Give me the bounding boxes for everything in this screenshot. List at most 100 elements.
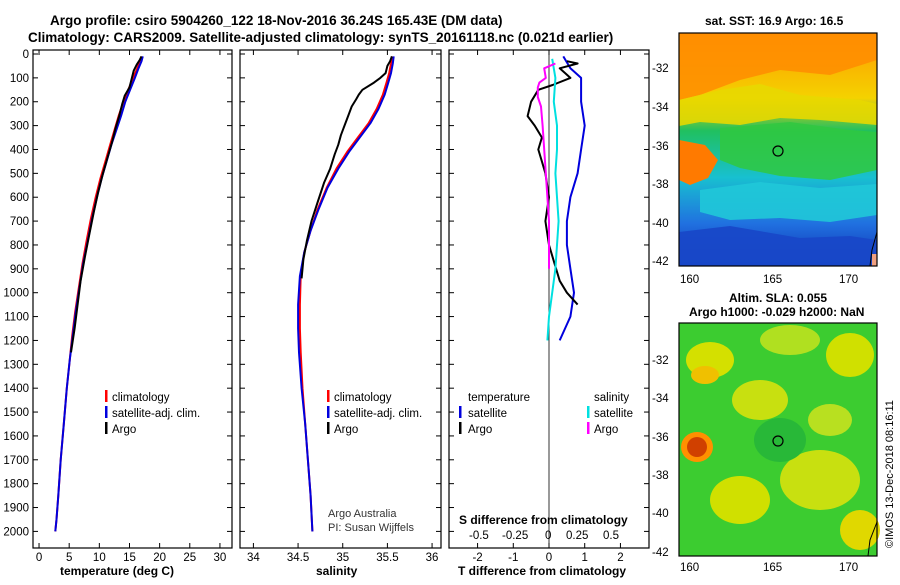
depth-tick-label: 800 bbox=[10, 240, 29, 252]
sst-y-ticks: -32 -34 -36 -38 -40 -42 bbox=[652, 63, 669, 268]
s-tick: 0.25 bbox=[566, 530, 588, 542]
x-tick-label: 30 bbox=[214, 552, 227, 564]
sst-y-tick: -40 bbox=[652, 218, 669, 230]
depth-tick-label: 1900 bbox=[3, 503, 29, 515]
legend-heading-temperature: temperature bbox=[468, 392, 530, 404]
legend-label-satellite: satellite bbox=[594, 408, 633, 420]
difference-panel: -2 -1 0 1 2 T difference from climatology S … bbox=[448, 49, 650, 578]
sla-map-image bbox=[678, 322, 880, 557]
s-tick: -0.25 bbox=[502, 530, 528, 542]
depth-tick-label: 1400 bbox=[3, 383, 29, 395]
depth-tick-label: 700 bbox=[10, 216, 29, 228]
sla-y-tick: -36 bbox=[652, 432, 669, 444]
series-line-temperature-satellite bbox=[558, 55, 586, 341]
sst-yellow-band bbox=[679, 84, 877, 126]
temperature-x-label: temperature (deg C) bbox=[60, 564, 174, 578]
salinity-panel: 34 34.5 35 35.5 36 salinity climatology sate… bbox=[239, 49, 442, 578]
temperature-panel: 0 5 10 15 20 25 30 temperature (deg C) climato… bbox=[32, 49, 233, 578]
salinity-plot-frame bbox=[239, 49, 442, 549]
difference-x-ticks: -2 -1 0 1 2 bbox=[472, 50, 624, 564]
salinity-series bbox=[297, 56, 395, 532]
sst-x-tick: 165 bbox=[763, 274, 782, 286]
depth-tick-label: 1200 bbox=[3, 335, 29, 347]
s-difference-label: S difference from climatology bbox=[459, 513, 628, 527]
s-tick: -0.5 bbox=[469, 530, 489, 542]
legend-swatch-satellite bbox=[105, 406, 108, 418]
credit-pi: PI: Susan Wijffels bbox=[328, 522, 414, 534]
legend-label-climatology: climatology bbox=[112, 392, 170, 404]
sla-map-panel: Altim. SLA: 0.055 Argo h1000: -0.029 h20… bbox=[652, 291, 880, 574]
x-tick-label: 35 bbox=[336, 552, 349, 564]
x-tick-label: 36 bbox=[426, 552, 439, 564]
difference-x-label: T difference from climatology bbox=[458, 564, 626, 578]
s-tick: 0.5 bbox=[603, 530, 619, 542]
legend-label-argo: Argo bbox=[594, 424, 618, 436]
series-line-salinity-satellite bbox=[546, 58, 560, 341]
sla-x-ticks: 160 165 170 bbox=[680, 562, 858, 574]
sst-green-band bbox=[720, 122, 877, 180]
x-tick-label: 20 bbox=[153, 552, 166, 564]
sla-profile-marker bbox=[772, 435, 784, 447]
series-line-climatology bbox=[54, 56, 143, 532]
sla-x-tick: 170 bbox=[839, 562, 858, 574]
depth-tick-label: 2000 bbox=[3, 526, 29, 538]
x-tick-label: 2 bbox=[617, 552, 623, 564]
depth-axis: 0 100 200 300 400 500 600 700 800 900 1000 1100 1200… bbox=[3, 49, 649, 538]
legend-label-climatology: climatology bbox=[334, 392, 392, 404]
s-tick: 0 bbox=[545, 530, 551, 542]
legend-label-satellite: satellite bbox=[468, 408, 507, 420]
x-tick-label: 0 bbox=[546, 552, 552, 564]
sla-y-tick: -38 bbox=[652, 470, 669, 482]
sla-map-frame bbox=[678, 322, 878, 557]
salinity-legend: climatology satellite-adj. clim. Argo bbox=[327, 390, 422, 436]
depth-tick-label: 300 bbox=[10, 121, 29, 133]
depth-tick-label: 600 bbox=[10, 192, 29, 204]
sst-profile-marker bbox=[772, 145, 784, 157]
sla-yellow-blob bbox=[732, 380, 788, 420]
depth-tick-label: 900 bbox=[10, 264, 29, 276]
sst-map-image bbox=[678, 32, 878, 267]
sst-x-ticks: 160 165 170 bbox=[680, 274, 858, 286]
depth-tick-label: 1300 bbox=[3, 359, 29, 371]
credit-argo-australia: Argo Australia bbox=[328, 508, 397, 520]
legend-heading-salinity: salinity bbox=[594, 392, 629, 404]
depth-tick-label: 1500 bbox=[3, 407, 29, 419]
x-tick-label: -2 bbox=[472, 552, 482, 564]
sst-warm-patch bbox=[679, 33, 877, 100]
sst-y-tick: -42 bbox=[652, 256, 669, 268]
legend-label-satellite: satellite-adj. clim. bbox=[112, 408, 200, 420]
legend-swatch-climatology bbox=[327, 390, 330, 402]
temperature-plot-frame bbox=[32, 49, 233, 549]
x-tick-label: 5 bbox=[66, 552, 72, 564]
salinity-x-ticks: 34 34.5 35 35.5 36 bbox=[247, 50, 438, 564]
sst-map-panel: sat. SST: 16.9 Argo: 16.5 -32 -34 -36 -3… bbox=[652, 14, 878, 286]
s-difference-ticks: -0.5 -0.25 0 0.25 0.5 bbox=[469, 530, 619, 542]
sla-y-tick: -32 bbox=[652, 355, 669, 367]
series-line-climatology bbox=[298, 56, 393, 532]
legend-label-argo: Argo bbox=[334, 424, 358, 436]
sla-y-ticks: -32 -34 -36 -38 -40 -42 bbox=[652, 355, 669, 559]
sst-y-tick: -36 bbox=[652, 141, 669, 153]
depth-tick-label: 500 bbox=[10, 168, 29, 180]
x-tick-label: 1 bbox=[582, 552, 588, 564]
series-line-salinity-argo bbox=[536, 62, 556, 269]
legend-swatch-climatology bbox=[105, 390, 108, 402]
sla-map-title-1: Altim. SLA: 0.055 bbox=[729, 291, 827, 305]
sla-yellow-blob bbox=[710, 476, 770, 524]
sla-red-blob bbox=[687, 437, 707, 457]
legend-swatch-satellite bbox=[459, 406, 462, 418]
sst-y-tick: -32 bbox=[652, 63, 669, 75]
sst-map-frame bbox=[678, 32, 878, 267]
legend-swatch-satellite bbox=[327, 406, 330, 418]
sst-map-title: sat. SST: 16.9 Argo: 16.5 bbox=[705, 14, 844, 28]
temperature-x-ticks: 0 5 10 15 20 25 30 bbox=[36, 50, 227, 564]
sla-y-tick: -40 bbox=[652, 508, 669, 520]
legend-label-argo: Argo bbox=[468, 424, 492, 436]
difference-legend-salinity: salinity satellite Argo bbox=[587, 392, 633, 436]
sst-deep-blue bbox=[679, 226, 877, 266]
legend-swatch-argo bbox=[587, 422, 590, 434]
sla-green-patch bbox=[754, 418, 806, 462]
legend-label-satellite: satellite-adj. clim. bbox=[334, 408, 422, 420]
x-tick-label: 10 bbox=[93, 552, 106, 564]
x-tick-label: 15 bbox=[123, 552, 136, 564]
